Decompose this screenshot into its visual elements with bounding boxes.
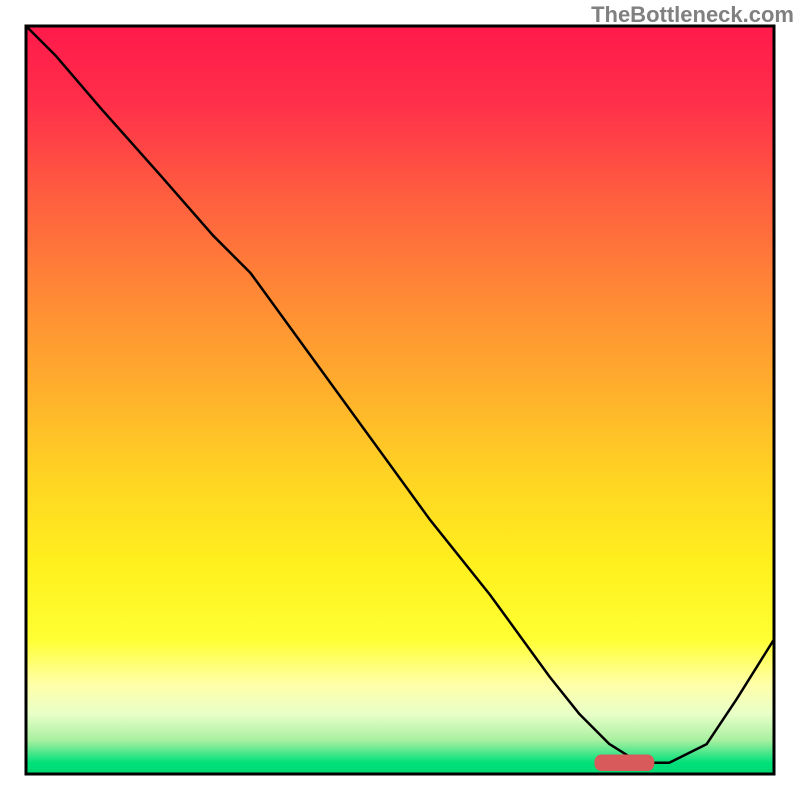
bottleneck-heat-chart bbox=[0, 0, 800, 800]
watermark-text: TheBottleneck.com bbox=[591, 2, 794, 28]
optimal-range-marker bbox=[594, 755, 654, 771]
gradient-background bbox=[26, 26, 774, 774]
figure-container: TheBottleneck.com bbox=[0, 0, 800, 800]
